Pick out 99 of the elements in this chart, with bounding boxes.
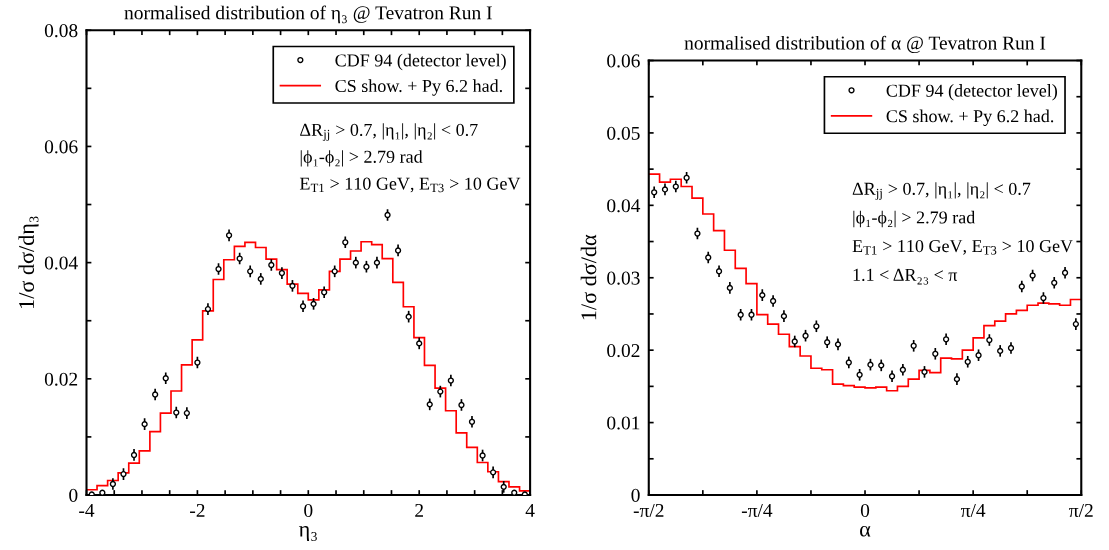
annotation: |ϕ₁-ϕ₂| > 2.79 rad: [853, 210, 976, 228]
point: [683, 174, 690, 181]
point: [856, 371, 863, 378]
x-tick-label: 4: [525, 504, 535, 517]
point: [468, 418, 476, 425]
point: [447, 377, 454, 384]
point: [99, 489, 106, 495]
point: [899, 366, 906, 373]
point: [152, 391, 159, 398]
y-tick-label: 0.06: [607, 54, 640, 68]
point: [964, 358, 971, 365]
y-axis-title: 1/σ dσ/dη₃: [18, 216, 39, 308]
point: [321, 289, 328, 296]
point: [1051, 279, 1058, 286]
annotation: E$_{T1}$ > 110 GeV, E$_{T3}$ > 10 GeV: [299, 177, 521, 193]
point: [173, 409, 180, 416]
y-tick-label: 0.06: [44, 140, 78, 154]
x-tick-label: π/2: [1069, 503, 1093, 518]
point: [672, 183, 679, 190]
point: [363, 263, 370, 270]
point: [942, 336, 950, 343]
point: [437, 388, 444, 395]
point: [813, 323, 820, 330]
y-tick-label: 0.04: [607, 199, 641, 213]
x-tick-label: -π/2: [633, 503, 664, 518]
x-tick-label: 2: [415, 503, 423, 517]
point: [975, 352, 982, 359]
point: [299, 303, 307, 310]
point: [694, 230, 701, 237]
y-tick-label: 0.02: [607, 343, 640, 358]
point: [331, 268, 338, 275]
point: [479, 452, 486, 459]
point: [824, 339, 831, 346]
annotation: E$_{T1}$ > 110 GeV, E$_{T3}$ > 10 GeV: [852, 239, 1073, 255]
legend-label: CS show. + Py 6.2 had.: [335, 79, 502, 96]
legend-label: CS show. + Py 6.2 had.: [886, 109, 1054, 127]
y-tick-label: 0: [631, 488, 640, 502]
point: [802, 332, 809, 339]
point: [489, 469, 497, 476]
point: [352, 259, 359, 266]
point: [759, 292, 766, 299]
y-tick-label: 0.02: [44, 372, 78, 386]
point: [1029, 272, 1036, 279]
point: [405, 313, 412, 320]
point: [236, 255, 243, 262]
y-tick-label: 0.04: [44, 256, 78, 270]
point: [426, 401, 433, 408]
point: [845, 359, 852, 366]
point: [162, 375, 169, 382]
annotation: ΔR$_{jj}$ > 0.7, |η₁|, |η₂| < 0.7: [300, 123, 478, 141]
point: [878, 362, 885, 369]
point: [310, 300, 317, 307]
point: [748, 311, 755, 318]
point: [953, 376, 961, 383]
y-tick-label: 0.05: [607, 126, 640, 140]
x-tick-label: 0: [304, 503, 313, 518]
y-tick-label: 0.08: [44, 24, 78, 38]
point: [500, 483, 507, 490]
point: [737, 311, 744, 318]
y-tick-label: 0.03: [607, 271, 640, 285]
chart-title: normalised distribution of η₃ @ Tevatron Run I: [124, 5, 492, 24]
x-axis-title: η₃: [298, 525, 317, 542]
point: [834, 341, 842, 348]
x-tick-label: -4: [79, 504, 95, 517]
point: [225, 232, 233, 239]
point: [705, 254, 712, 261]
point: [932, 350, 939, 357]
legend-label: CDF 94 (detector level): [886, 84, 1058, 101]
chart-title: normalised distribution of α @ Tevatron Run I: [684, 35, 1046, 54]
x-tick-label: -2: [190, 503, 205, 517]
point: [394, 247, 402, 254]
point: [1018, 283, 1025, 290]
point: [194, 359, 201, 366]
point: [715, 268, 723, 275]
point: [910, 342, 917, 349]
annotation: ΔR$_{jj}$ > 0.7, |η₁|, |η₂| < 0.7: [852, 182, 1031, 200]
annotation: |ϕ₁-ϕ₂| > 2.79 rad: [300, 150, 423, 167]
point: [888, 373, 896, 380]
x-axis-title: α: [860, 525, 871, 537]
x-tick-label: 0: [860, 503, 870, 518]
legend-label: CDF 94 (detector level): [335, 53, 506, 71]
point: [342, 239, 349, 246]
point: [289, 282, 296, 289]
point: [373, 259, 381, 266]
y-tick-label: 0.01: [607, 416, 640, 430]
point: [651, 189, 658, 196]
y-tick-label: 0: [69, 488, 78, 502]
point: [791, 338, 798, 345]
point: [247, 268, 254, 275]
point: [661, 186, 669, 193]
point: [416, 340, 423, 347]
x-tick-label: π/4: [960, 504, 986, 518]
x-tick-label: -π/4: [741, 504, 773, 518]
point: [1061, 269, 1069, 276]
point: [780, 313, 788, 320]
point: [511, 489, 518, 495]
annotation: 1.1 < ΔR₂₃ < π: [853, 268, 958, 285]
point: [867, 361, 874, 368]
y-axis-title: 1/σ dσ/dα: [580, 234, 597, 320]
